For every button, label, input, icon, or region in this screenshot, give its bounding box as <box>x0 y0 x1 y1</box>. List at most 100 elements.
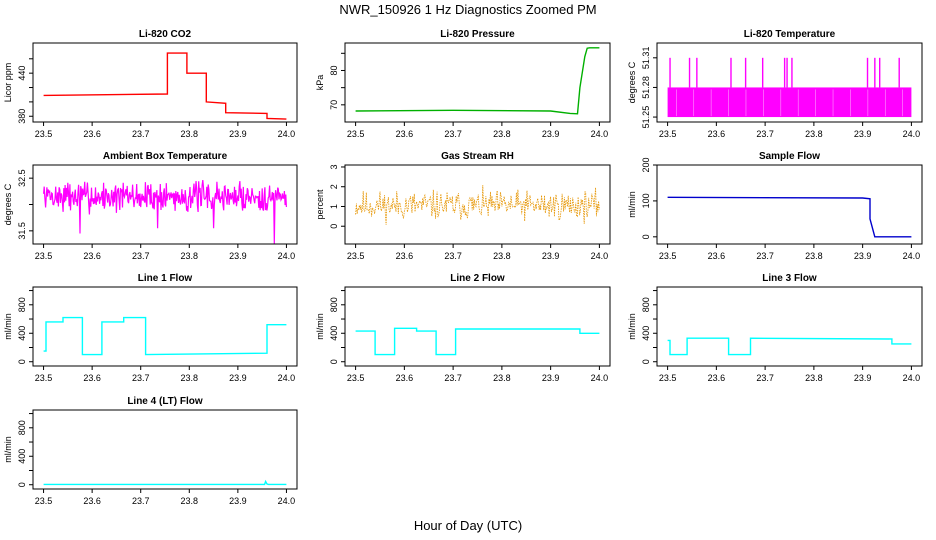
panel-title: Line 3 Flow <box>762 273 817 284</box>
panel-7: Line 1 Flow ml/min 23.5 23.6 23.7 23.8 23.9 24.… <box>3 273 298 383</box>
y-tick-label: 800 <box>17 420 27 435</box>
panel-4: Ambient Box Temperature degrees C 23.5 23.6… <box>3 151 298 261</box>
plot-frame <box>656 164 923 245</box>
x-tick-label: 23.7 <box>444 251 462 261</box>
x-tick-label: 23.9 <box>229 251 247 261</box>
y-tick-label: 800 <box>329 297 339 312</box>
x-tick-label: 23.7 <box>132 251 150 261</box>
y-tick-label: 0 <box>329 359 339 364</box>
y-tick-label: 1 <box>329 204 339 209</box>
panel-title: Line 2 Flow <box>450 273 505 284</box>
x-tick-label: 23.9 <box>229 373 247 383</box>
y-tick-label: 400 <box>641 326 651 341</box>
x-tick-label: 23.8 <box>493 129 511 139</box>
x-tick-label: 24.0 <box>591 373 609 383</box>
y-tick-label: 31.5 <box>17 222 27 240</box>
y-tick-label: 800 <box>641 297 651 312</box>
x-tick-label: 23.9 <box>854 129 872 139</box>
x-tick-label: 23.8 <box>181 496 199 506</box>
x-tick-label: 24.0 <box>903 251 921 261</box>
x-tick-label: 23.8 <box>805 373 823 383</box>
x-tick-label: 23.6 <box>708 251 726 261</box>
data-layer <box>355 185 600 226</box>
y-axis-label: ml/min <box>315 313 325 340</box>
x-tick-label: 23.6 <box>708 129 726 139</box>
plot-frame <box>32 409 298 490</box>
x-tick-label: 23.6 <box>83 129 101 139</box>
y-tick-label: 2 <box>329 184 339 189</box>
data-layer <box>355 327 600 356</box>
y-tick-label: 800 <box>17 297 27 312</box>
y-tick-label: 400 <box>17 326 27 341</box>
y-axis-label: ml/min <box>3 313 13 340</box>
y-tick-label: 400 <box>329 326 339 341</box>
data-layer <box>43 479 287 486</box>
x-tick-label: 23.7 <box>444 373 462 383</box>
x-tick-label: 23.5 <box>659 251 677 261</box>
data-layer <box>43 316 287 356</box>
y-tick-label: 0 <box>17 482 27 487</box>
x-tick-label: 23.8 <box>493 373 511 383</box>
x-tick-label: 24.0 <box>903 129 921 139</box>
series-line <box>43 180 287 244</box>
x-tick-label: 23.6 <box>83 496 101 506</box>
x-tick-label: 23.6 <box>708 373 726 383</box>
x-tick-label: 23.5 <box>347 251 365 261</box>
x-tick-label: 23.8 <box>805 129 823 139</box>
series-line <box>667 337 912 356</box>
y-axis-label: degrees C <box>627 61 637 103</box>
x-tick-label: 23.7 <box>756 373 774 383</box>
x-tick-label: 23.8 <box>805 251 823 261</box>
panel-2: Li-820 Pressure kPa 23.5 23.6 23.7 23.8 23.9 24… <box>315 29 611 139</box>
plot-frame <box>32 286 298 367</box>
figure-title: NWR_150926 1 Hz Diagnostics Zoomed PM <box>339 2 597 17</box>
panel-title: Line 1 Flow <box>138 273 193 284</box>
x-tick-label: 23.8 <box>181 373 199 383</box>
y-tick-label: 200 <box>641 157 651 172</box>
panel-5: Gas Stream RH percent 23.5 23.6 23.7 23.8 23.9… <box>315 151 611 261</box>
x-tick-label: 23.7 <box>132 373 150 383</box>
y-tick-label: 70 <box>329 100 339 110</box>
series-line <box>355 327 600 356</box>
x-tick-label: 23.6 <box>83 251 101 261</box>
y-tick-label: 0 <box>17 359 27 364</box>
y-axis-label: ml/min <box>627 313 637 340</box>
panel-10: Line 4 (LT) Flow ml/min 23.5 23.6 23.7 23.8 23… <box>3 396 298 506</box>
panel-title: Li-820 Temperature <box>744 29 836 40</box>
x-tick-label: 23.7 <box>444 129 462 139</box>
x-tick-label: 23.9 <box>854 251 872 261</box>
data-layer <box>43 180 287 244</box>
panel-title: Ambient Box Temperature <box>103 151 228 162</box>
y-axis-label: ml/min <box>3 436 13 463</box>
panel-title: Li-820 CO2 <box>139 29 192 40</box>
panel-title: Sample Flow <box>759 151 820 162</box>
y-axis-label: kPa <box>315 75 325 91</box>
y-tick-label: 0 <box>641 234 651 239</box>
panel-title: Line 4 (LT) Flow <box>127 396 203 407</box>
series-line <box>43 316 287 356</box>
x-tick-label: 24.0 <box>278 373 296 383</box>
y-tick-label: 51.25 <box>641 106 651 129</box>
panel-6: Sample Flow ml/min 23.5 23.6 23.7 23.8 23.9 24.… <box>627 151 923 261</box>
series-line <box>667 196 912 238</box>
series-band <box>667 87 912 118</box>
x-tick-label: 23.7 <box>756 129 774 139</box>
data-layer <box>667 337 912 356</box>
y-axis-label: degrees C <box>3 183 13 225</box>
y-tick-label: 0 <box>329 224 339 229</box>
series-points <box>355 185 600 226</box>
plot-frame <box>32 42 298 123</box>
series-line <box>43 52 287 120</box>
x-tick-label: 24.0 <box>591 129 609 139</box>
data-layer <box>667 196 912 238</box>
y-tick-label: 51.31 <box>641 47 651 70</box>
x-tick-label: 24.0 <box>591 251 609 261</box>
x-tick-label: 23.5 <box>347 129 365 139</box>
series-line <box>355 47 600 115</box>
x-tick-label: 23.5 <box>347 373 365 383</box>
x-tick-label: 23.8 <box>181 129 199 139</box>
panel-9: Line 3 Flow ml/min 23.5 23.6 23.7 23.8 23.9 24.… <box>627 273 923 383</box>
y-tick-label: 440 <box>17 66 27 81</box>
